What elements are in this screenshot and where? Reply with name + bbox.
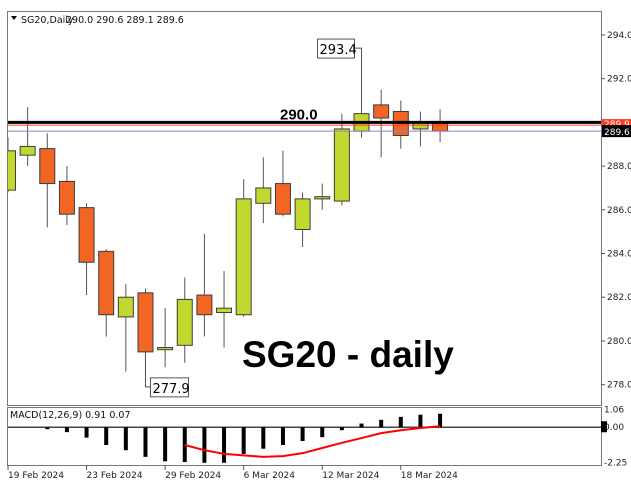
candle <box>274 150 291 217</box>
candle-body <box>274 183 291 215</box>
level-label: 290.0 <box>280 106 318 123</box>
candle <box>255 157 272 223</box>
macd-histogram-bar <box>438 413 443 428</box>
candle <box>117 284 134 372</box>
chart-header[interactable]: SG20,Daily 290.0 290.6 289.1 289.6 <box>11 15 184 26</box>
candle-body <box>255 187 272 204</box>
x-tick-label: 6 Mar 2024 <box>244 471 296 481</box>
annotation-box <box>149 377 189 398</box>
candle <box>78 203 95 296</box>
symbol-label: SG20,Daily <box>21 15 74 26</box>
candle <box>294 192 311 247</box>
ask-price-tag <box>602 119 631 129</box>
macd-histogram-bar <box>182 427 187 463</box>
candle <box>333 113 350 206</box>
candle <box>8 137 16 193</box>
candle <box>235 179 252 317</box>
macd-histogram-bar <box>379 419 384 428</box>
y-tick-label: 280.0 <box>607 337 631 347</box>
candle-body <box>19 145 36 156</box>
annotation-box <box>317 38 356 59</box>
macd-histogram-bar <box>280 427 285 446</box>
candle-body <box>294 198 311 230</box>
macd-y-tick-label: -2.25 <box>604 459 627 469</box>
macd-histogram-bar <box>45 427 50 430</box>
candle-body <box>176 298 193 346</box>
dropdown-triangle-icon[interactable] <box>11 16 17 20</box>
macd-signal-line <box>184 425 441 458</box>
macd-histogram-bar <box>64 427 69 433</box>
y-tick-label: 294.0 <box>607 31 631 41</box>
candle <box>176 277 193 363</box>
macd-histogram-bar <box>222 427 227 463</box>
macd-histogram-bar <box>418 414 423 428</box>
title-overlay: SG20 - daily <box>242 334 454 375</box>
ask-price-label: 289.9 <box>604 120 630 130</box>
x-tick-label: 19 Feb 2024 <box>8 471 64 481</box>
annotation-leader <box>354 47 363 59</box>
low-annotation: 277.9 <box>152 382 189 397</box>
annotation-leader <box>144 351 151 388</box>
macd-y-tick-label: 0.00 <box>604 423 624 433</box>
macd-histogram-bar <box>339 427 344 431</box>
macd-histogram-bar <box>84 427 89 438</box>
candle <box>58 166 75 226</box>
macd-histogram-bar <box>241 427 246 454</box>
macd-histogram-bar <box>320 427 325 438</box>
x-tick-label: 29 Feb 2024 <box>165 471 221 481</box>
candle-body <box>98 250 115 316</box>
candle-body <box>196 294 213 316</box>
high-annotation: 293.4 <box>320 43 357 58</box>
macd-histogram-bar <box>104 427 109 446</box>
candle-body <box>157 347 174 351</box>
candle-body <box>8 150 16 191</box>
candle-body <box>216 307 233 314</box>
y-tick-label: 282.0 <box>607 293 631 303</box>
bid-price-tag <box>602 125 631 138</box>
x-tick-label: 18 Mar 2024 <box>401 471 458 481</box>
candle-body <box>137 292 154 353</box>
y-tick-label: 284.0 <box>607 250 631 260</box>
candle-body <box>373 104 390 119</box>
macd-title: MACD(12,26,9) 0.91 0.07 <box>10 410 131 421</box>
macd-histogram-bar <box>202 427 207 463</box>
macd-histogram-bar <box>359 423 364 428</box>
candle-body <box>333 128 350 202</box>
macd-histogram-bar <box>261 427 266 449</box>
ohlc-readout: 290.0 290.6 289.1 289.6 <box>66 15 184 26</box>
macd-zero-tag <box>601 421 607 433</box>
macd-y-tick-label: 1.06 <box>604 406 624 416</box>
candle-body <box>39 148 56 185</box>
macd-histogram-bar <box>163 427 168 462</box>
candle <box>19 107 36 167</box>
candle <box>98 249 115 337</box>
candle <box>216 271 233 348</box>
candle-body <box>235 198 252 316</box>
candle-body <box>314 196 331 200</box>
y-tick-label: 278.0 <box>607 381 631 391</box>
candle <box>157 308 174 368</box>
macd-histogram-bar <box>143 427 148 457</box>
x-tick-label: 12 Mar 2024 <box>322 471 379 481</box>
candle-body <box>117 296 134 318</box>
bid-price-label: 289.6 <box>604 128 630 138</box>
macd-histogram-bar <box>398 416 403 428</box>
x-tick-label: 23 Feb 2024 <box>87 471 143 481</box>
candle-body <box>78 207 95 263</box>
macd-histogram-bar <box>123 427 128 451</box>
candle <box>196 233 213 337</box>
y-tick-label: 288.0 <box>607 162 631 172</box>
y-tick-label: 286.0 <box>607 206 631 216</box>
candle <box>314 183 331 210</box>
candle-body <box>58 180 75 215</box>
candle <box>39 133 56 228</box>
macd-histogram-bar <box>300 427 305 442</box>
y-tick-label: 292.0 <box>607 75 631 85</box>
